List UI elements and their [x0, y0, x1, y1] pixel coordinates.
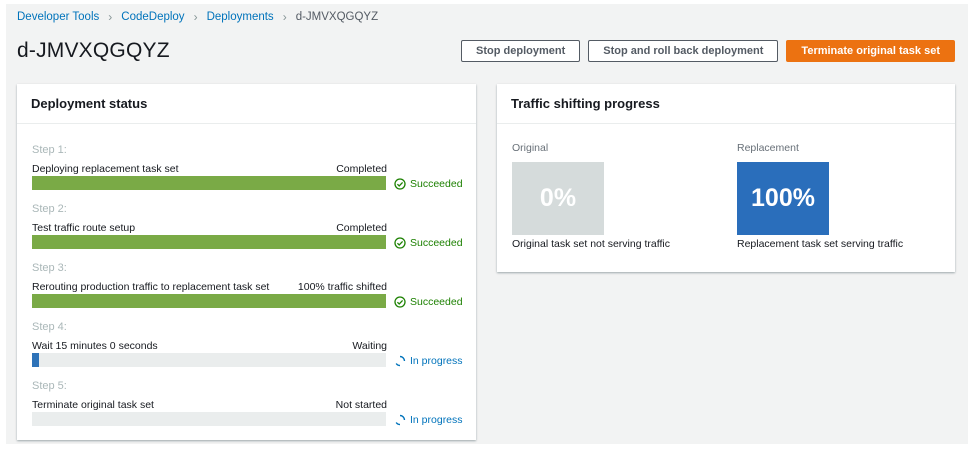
step-progress-fill: [32, 176, 386, 190]
step-state: Not started: [335, 399, 387, 411]
step-number: Step 4:: [32, 321, 67, 333]
step-progress-bar: [32, 412, 386, 426]
step-progress-fill: [32, 353, 40, 367]
step-state: Waiting: [352, 340, 387, 352]
breadcrumb-current: d-JMVXQGQYZ: [295, 11, 379, 23]
step-number: Step 3:: [32, 262, 67, 274]
step-state: Completed: [336, 163, 387, 175]
step-progress-bar: [32, 294, 386, 308]
breadcrumb-developer-tools[interactable]: Developer Tools: [17, 11, 100, 23]
check-circle-icon: [394, 296, 406, 308]
step-progress-bar: [32, 353, 386, 367]
check-circle-icon: [394, 178, 406, 190]
step-result-label: In progress: [410, 414, 463, 426]
step-number: Step 5:: [32, 380, 67, 392]
replacement-traffic-tile: 100%: [737, 162, 829, 235]
breadcrumb-codedeploy[interactable]: CodeDeploy: [121, 11, 185, 23]
replacement-traffic-percent: 100%: [751, 184, 815, 212]
check-circle-icon: [394, 237, 406, 249]
breadcrumb-deployments[interactable]: Deployments: [206, 11, 274, 23]
stop-and-rollback-button[interactable]: Stop and roll back deployment: [588, 40, 779, 62]
spinner-icon: [394, 414, 406, 426]
step-number: Step 1:: [32, 144, 67, 156]
step-result-label: Succeeded: [410, 237, 463, 249]
replacement-label: Replacement: [737, 142, 799, 154]
original-traffic-caption: Original task set not serving traffic: [512, 238, 670, 250]
step-state: 100% traffic shifted: [297, 281, 387, 293]
deployment-status-panel: Deployment status Step 1: Deploying repla…: [17, 84, 476, 440]
step-result: In progress: [394, 414, 463, 426]
traffic-shifting-panel: Traffic shifting progress Original 0% Or…: [497, 84, 955, 272]
step-progress-fill: [32, 235, 386, 249]
step-result: In progress: [394, 355, 463, 367]
step-result: Succeeded: [394, 237, 463, 249]
page-background: Developer Tools › CodeDeploy › Deploymen…: [6, 4, 968, 444]
breadcrumb: Developer Tools › CodeDeploy › Deploymen…: [17, 10, 378, 24]
stop-deployment-button[interactable]: Stop deployment: [461, 40, 581, 62]
chevron-right-icon: ›: [108, 10, 113, 24]
step-result-label: Succeeded: [410, 296, 463, 308]
spinner-icon: [394, 355, 406, 367]
replacement-traffic-caption: Replacement task set serving traffic: [737, 238, 904, 250]
traffic-shifting-header: Traffic shifting progress: [497, 84, 955, 124]
step-progress-bar: [32, 176, 386, 190]
step-result: Succeeded: [394, 178, 463, 190]
deployment-status-header: Deployment status: [17, 84, 476, 124]
chevron-right-icon: ›: [282, 10, 287, 24]
page-title: d-JMVXQGQYZ: [17, 39, 170, 62]
original-traffic-percent: 0%: [539, 184, 577, 212]
step-result-label: In progress: [410, 355, 463, 367]
original-traffic-tile: 0%: [512, 162, 604, 235]
step-result: Succeeded: [394, 296, 463, 308]
step-title: Test traffic route setup: [32, 222, 136, 234]
step-result-label: Succeeded: [410, 178, 463, 190]
step-number: Step 2:: [32, 203, 67, 215]
step-title: Wait 15 minutes 0 seconds: [32, 340, 158, 352]
step-progress-bar: [32, 235, 386, 249]
step-title: Terminate original task set: [32, 399, 154, 411]
action-bar: Stop deployment Stop and roll back deplo…: [461, 40, 955, 62]
original-label: Original: [512, 142, 549, 154]
step-title: Rerouting production traffic to replacem…: [32, 281, 270, 293]
step-title: Deploying replacement task set: [32, 163, 179, 175]
terminate-original-task-set-button[interactable]: Terminate original task set: [786, 40, 955, 62]
chevron-right-icon: ›: [193, 10, 198, 24]
step-state: Completed: [336, 222, 387, 234]
step-progress-fill: [32, 294, 386, 308]
